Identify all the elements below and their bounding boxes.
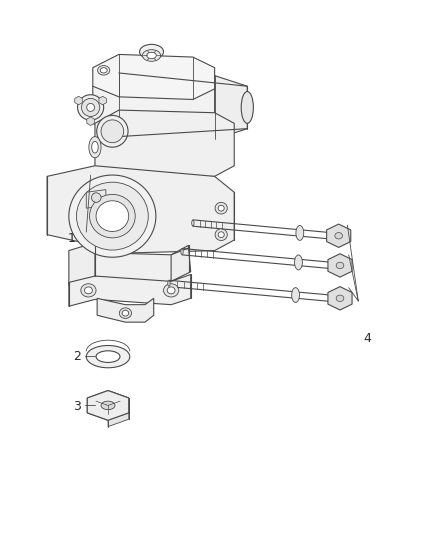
Polygon shape <box>108 413 129 426</box>
Polygon shape <box>328 254 352 277</box>
Ellipse shape <box>98 66 110 75</box>
Ellipse shape <box>147 52 156 59</box>
Ellipse shape <box>119 308 131 318</box>
Text: 4: 4 <box>363 332 371 344</box>
Ellipse shape <box>100 68 107 73</box>
Polygon shape <box>97 298 154 322</box>
Ellipse shape <box>215 203 227 214</box>
Polygon shape <box>69 274 191 306</box>
Ellipse shape <box>336 262 344 269</box>
Ellipse shape <box>89 195 135 238</box>
Ellipse shape <box>241 92 253 123</box>
Polygon shape <box>95 110 234 179</box>
Polygon shape <box>171 248 191 281</box>
Polygon shape <box>87 117 94 125</box>
Polygon shape <box>99 96 106 105</box>
Ellipse shape <box>85 287 92 294</box>
Text: 1: 1 <box>68 232 76 245</box>
Ellipse shape <box>77 182 148 250</box>
Ellipse shape <box>218 205 224 211</box>
Ellipse shape <box>122 310 129 316</box>
Text: 2: 2 <box>73 350 81 363</box>
Ellipse shape <box>96 201 129 231</box>
Ellipse shape <box>89 136 101 158</box>
Ellipse shape <box>163 284 179 297</box>
Polygon shape <box>93 54 215 100</box>
Ellipse shape <box>167 287 175 294</box>
Ellipse shape <box>81 99 100 116</box>
Polygon shape <box>86 190 106 208</box>
Polygon shape <box>75 96 82 105</box>
Polygon shape <box>95 245 188 284</box>
Ellipse shape <box>96 351 120 362</box>
Ellipse shape <box>142 50 161 61</box>
Polygon shape <box>47 166 234 253</box>
Ellipse shape <box>181 249 183 255</box>
Ellipse shape <box>101 120 124 143</box>
Polygon shape <box>327 224 351 247</box>
Polygon shape <box>215 76 247 139</box>
Ellipse shape <box>86 345 130 368</box>
Ellipse shape <box>192 220 194 226</box>
Polygon shape <box>87 391 129 420</box>
Ellipse shape <box>168 280 170 286</box>
Polygon shape <box>69 243 95 285</box>
Ellipse shape <box>101 401 115 410</box>
Ellipse shape <box>92 193 101 203</box>
Ellipse shape <box>336 295 344 302</box>
Ellipse shape <box>81 284 96 297</box>
Ellipse shape <box>218 232 224 238</box>
Polygon shape <box>328 287 352 310</box>
Polygon shape <box>87 391 129 420</box>
Ellipse shape <box>215 229 227 240</box>
Ellipse shape <box>294 255 302 270</box>
Ellipse shape <box>92 141 98 153</box>
Ellipse shape <box>292 288 300 302</box>
Ellipse shape <box>140 44 163 59</box>
Ellipse shape <box>87 103 95 111</box>
Polygon shape <box>93 73 232 139</box>
Ellipse shape <box>335 232 343 239</box>
Polygon shape <box>108 391 129 405</box>
Ellipse shape <box>78 95 104 120</box>
Text: 3: 3 <box>73 400 81 413</box>
Ellipse shape <box>296 225 304 240</box>
Ellipse shape <box>97 115 128 147</box>
Ellipse shape <box>69 175 156 257</box>
